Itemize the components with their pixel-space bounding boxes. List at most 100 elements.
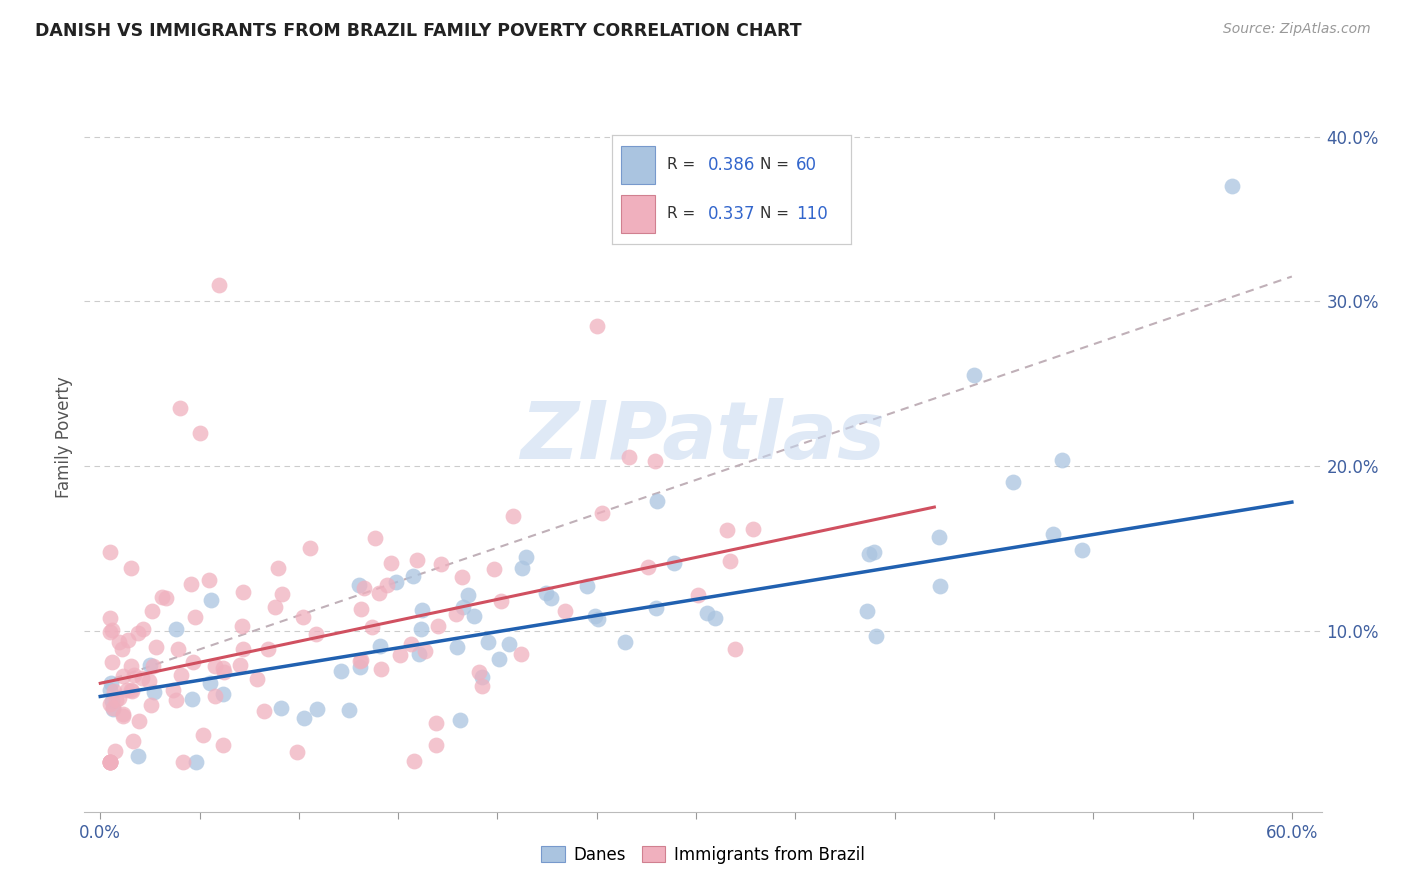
Point bbox=[862, 545, 884, 559]
Point bbox=[471, 670, 494, 684]
Point bbox=[430, 557, 453, 571]
Point bbox=[142, 659, 165, 673]
Point bbox=[165, 622, 187, 636]
Point bbox=[107, 635, 129, 649]
Point bbox=[188, 425, 211, 440]
Point bbox=[257, 642, 280, 657]
Point bbox=[928, 530, 950, 544]
Point bbox=[104, 744, 127, 758]
Point bbox=[409, 622, 432, 636]
Point bbox=[191, 728, 214, 742]
Point bbox=[718, 554, 741, 568]
Point bbox=[586, 612, 609, 626]
Point bbox=[212, 665, 235, 679]
Point bbox=[155, 591, 177, 605]
Point bbox=[200, 593, 222, 607]
Point bbox=[212, 661, 235, 675]
Text: Source: ZipAtlas.com: Source: ZipAtlas.com bbox=[1223, 22, 1371, 37]
Point bbox=[285, 745, 308, 759]
Point bbox=[361, 619, 384, 633]
Point bbox=[585, 318, 607, 333]
Point bbox=[510, 561, 533, 575]
Point bbox=[1220, 178, 1243, 193]
Point bbox=[477, 635, 499, 649]
Point bbox=[100, 655, 122, 669]
Point bbox=[591, 506, 613, 520]
Point bbox=[150, 590, 173, 604]
Point bbox=[963, 368, 986, 383]
Point bbox=[98, 610, 121, 624]
Point bbox=[246, 673, 269, 687]
Text: 60: 60 bbox=[796, 156, 817, 174]
Point bbox=[120, 561, 142, 575]
Point bbox=[115, 682, 138, 697]
Point bbox=[169, 401, 191, 416]
Point bbox=[121, 683, 143, 698]
Point bbox=[105, 692, 128, 706]
Point bbox=[184, 610, 207, 624]
Point bbox=[451, 570, 474, 584]
Point bbox=[184, 756, 207, 770]
Point bbox=[162, 682, 184, 697]
Point bbox=[122, 667, 145, 681]
Point bbox=[212, 687, 235, 701]
Point bbox=[385, 574, 408, 589]
Point bbox=[270, 587, 292, 601]
Point bbox=[617, 450, 640, 464]
Point bbox=[200, 676, 222, 690]
Point bbox=[645, 601, 668, 615]
Point bbox=[575, 579, 598, 593]
Point bbox=[101, 623, 124, 637]
Point bbox=[101, 693, 124, 707]
FancyBboxPatch shape bbox=[621, 145, 655, 184]
Point bbox=[181, 656, 204, 670]
Point bbox=[198, 573, 221, 587]
Point bbox=[98, 756, 121, 770]
Text: R =: R = bbox=[666, 157, 700, 172]
Point bbox=[347, 578, 370, 592]
Point bbox=[98, 756, 121, 770]
Point bbox=[166, 642, 188, 657]
Point bbox=[425, 738, 447, 752]
Point bbox=[1050, 453, 1073, 467]
Point bbox=[169, 667, 191, 681]
Point bbox=[645, 494, 668, 508]
Point bbox=[100, 676, 122, 690]
Point bbox=[644, 454, 666, 468]
Point bbox=[98, 624, 121, 639]
Point bbox=[1071, 542, 1094, 557]
Point bbox=[208, 277, 231, 292]
Point bbox=[402, 754, 425, 768]
Point bbox=[231, 619, 253, 633]
Point bbox=[120, 658, 142, 673]
Point bbox=[101, 701, 124, 715]
Point bbox=[211, 738, 233, 752]
Point bbox=[471, 680, 494, 694]
Point bbox=[540, 591, 562, 605]
Point bbox=[98, 756, 121, 770]
Point bbox=[128, 714, 150, 729]
Point bbox=[131, 671, 153, 685]
Point bbox=[103, 684, 125, 698]
Point bbox=[122, 734, 145, 748]
Text: R =: R = bbox=[666, 206, 700, 221]
Point bbox=[463, 609, 485, 624]
Text: ZIPatlas: ZIPatlas bbox=[520, 398, 886, 476]
Point bbox=[298, 541, 321, 555]
Point bbox=[337, 703, 360, 717]
Point bbox=[489, 593, 512, 607]
Point bbox=[401, 637, 423, 651]
Point bbox=[143, 685, 166, 699]
Point bbox=[98, 756, 121, 770]
Point bbox=[98, 697, 121, 711]
Point bbox=[98, 545, 121, 559]
Point bbox=[111, 707, 134, 722]
Point bbox=[482, 562, 505, 576]
Point bbox=[411, 603, 433, 617]
Point bbox=[350, 653, 373, 667]
Point bbox=[138, 673, 160, 688]
Point bbox=[402, 569, 425, 583]
Point bbox=[120, 683, 142, 698]
Legend: Danes, Immigrants from Brazil: Danes, Immigrants from Brazil bbox=[534, 839, 872, 871]
Point bbox=[637, 560, 659, 574]
